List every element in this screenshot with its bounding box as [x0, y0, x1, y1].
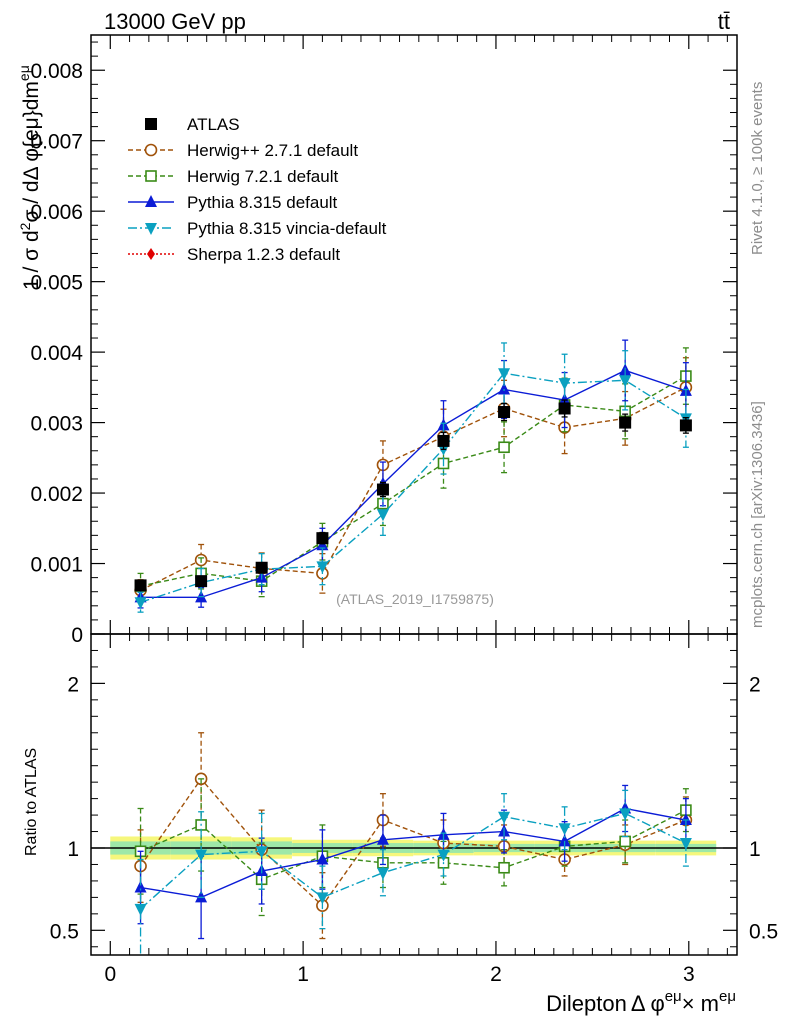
atlas-point [437, 434, 450, 447]
legend-pythia-8-315-default-label: Pythia 8.315 default [187, 193, 338, 212]
main-y-tick-label: 0.005 [30, 272, 83, 295]
ratio-y-tick-label: 2 [67, 673, 79, 696]
legend: ATLAS Herwig++ 2.7.1 default Herwig 7.2.1 … [128, 115, 387, 264]
pythia-8-315-vincia-default-point [498, 368, 511, 381]
pythia-8-315-default-point [134, 880, 147, 893]
herwig-2-7-1-default-line [140, 386, 687, 591]
legend-atlas-label: ATLAS [187, 115, 240, 134]
x-tick-label: 0 [104, 963, 116, 986]
atlas-point [498, 406, 511, 419]
legend-pythia-8-315-vincia-default-label: Pythia 8.315 vincia-default [187, 219, 387, 238]
pythia-8-315-vincia-default-point [498, 811, 511, 824]
main-y-tick-label: 0.007 [30, 131, 83, 154]
main-y-tick-label: 0.003 [30, 413, 83, 436]
ratio-y-tick-label-right: 1 [749, 838, 761, 861]
legend-herwig-7-2-1-default-marker [145, 170, 157, 182]
legend-sherpa-1-2-3-default-marker [147, 248, 155, 260]
legend-pythia-8-315-default-marker [145, 195, 157, 207]
rivet-label: Rivet 4.1.0, ≥ 100k events [749, 82, 766, 255]
energy-label: 13000 GeV pp [104, 9, 246, 34]
legend-pythia-8-315-vincia-default-marker [145, 223, 157, 235]
legend-sherpa-1-2-3-default-label: Sherpa 1.2.3 default [187, 245, 340, 264]
pythia-8-315-default-line [140, 369, 687, 599]
atlas-point [255, 561, 268, 574]
main-y-tick-label: 0 [71, 624, 83, 647]
legend-herwig-2-7-1-default-marker [144, 143, 158, 157]
pythia-8-315-default-point [376, 832, 389, 845]
legend-herwig-2-7-1-default-label: Herwig++ 2.7.1 default [187, 141, 358, 160]
pythia-8-315-vincia-default-point [134, 597, 147, 610]
herwig-7-2-1-default-line [140, 375, 687, 587]
main-y-tick-label: 0.008 [30, 60, 83, 83]
pythia-8-315-vincia-default-point [437, 849, 450, 862]
pythia-8-315-default-point [679, 813, 692, 826]
ratio-band-layer [91, 836, 737, 860]
x-tick-label: 3 [683, 963, 695, 986]
pythia-8-315-vincia-default-point [679, 838, 692, 851]
pythia-8-315-vincia-default-point [255, 846, 268, 859]
pythia-8-315-default-point [558, 834, 571, 847]
atlas-point [316, 532, 329, 545]
atlas-point [195, 575, 208, 588]
x-tick-label: 2 [490, 963, 502, 986]
main-y-axis-label-text: 1 / σ d [20, 230, 43, 290]
x-tick-label: 1 [297, 963, 309, 986]
herwig-7-2-1-default-line [140, 809, 687, 881]
process-label: tt̄ [718, 9, 730, 34]
herwig-2-7-1-default-line [139, 777, 687, 907]
pythia-8-315-vincia-default-point [619, 808, 632, 821]
pythia-8-315-default-point [498, 382, 511, 395]
main-y-tick-label: 0.006 [30, 201, 83, 224]
ratio-y-tick-label: 1 [67, 838, 79, 861]
ratio-y-tick-label: 0.5 [50, 920, 79, 943]
mcplots-label: mcplots.cern.ch [arXiv:1306.3436] [749, 401, 766, 628]
main-y-axis-label: 1 / σ d2σ / dΔ φ{eμ}dmeμ [16, 65, 43, 290]
herwig-7-2-1-default-point [498, 441, 510, 454]
pythia-8-315-default-point [195, 890, 208, 903]
analysis-label: (ATLAS_2019_I1759875) [336, 591, 494, 607]
main-y-tick-label: 0.004 [30, 342, 83, 365]
pythia-8-315-vincia-default-line [140, 372, 687, 603]
atlas-point [558, 402, 571, 415]
atlas-point [619, 416, 632, 429]
pythia-8-315-vincia-default-point [376, 867, 389, 880]
legend-atlas-marker [145, 118, 157, 130]
ratio-y-tick-label-right: 2 [749, 673, 761, 696]
pythia-8-315-vincia-default-point [134, 903, 147, 916]
pythia-8-315-vincia-default-point [619, 375, 632, 388]
x-axis-label: Dilepton Δ φeμ× meμ [546, 988, 736, 1016]
pythia-8-315-vincia-default-point [558, 378, 571, 391]
axes-layer: 0 0.001 0.002 0.003 0.004 0.005 0.006 0.007 0.00… [30, 35, 778, 986]
main-y-tick-label: 0.001 [30, 554, 83, 577]
ratio-y-axis-label: Ratio to ATLAS [23, 748, 40, 856]
ratio-plot-frame [90, 633, 738, 956]
pythia-8-315-vincia-default-point [195, 849, 208, 862]
ratio-y-tick-label-right: 0.5 [749, 920, 778, 943]
atlas-point [134, 579, 147, 592]
pythia-8-315-vincia-default-point [376, 509, 389, 522]
pythia-8-315-default-line [140, 807, 687, 899]
herwig-7-2-1-default-point [619, 835, 631, 848]
atlas-point [679, 419, 692, 432]
pythia-8-315-vincia-default-point [316, 892, 329, 905]
herwig-7-2-1-default-point [498, 861, 510, 874]
pythia-8-315-vincia-default-line [140, 812, 687, 910]
atlas-point [376, 483, 389, 496]
legend-herwig-7-2-1-default-label: Herwig 7.2.1 default [187, 167, 338, 186]
main-y-tick-label: 0.002 [30, 483, 83, 506]
pythia-8-315-default-point [316, 852, 329, 865]
series-layer [134, 339, 693, 955]
pythia-8-315-default-point [558, 393, 571, 406]
pythia-8-315-vincia-default-point [558, 823, 571, 836]
pythia-8-315-vincia-default-point [316, 561, 329, 574]
